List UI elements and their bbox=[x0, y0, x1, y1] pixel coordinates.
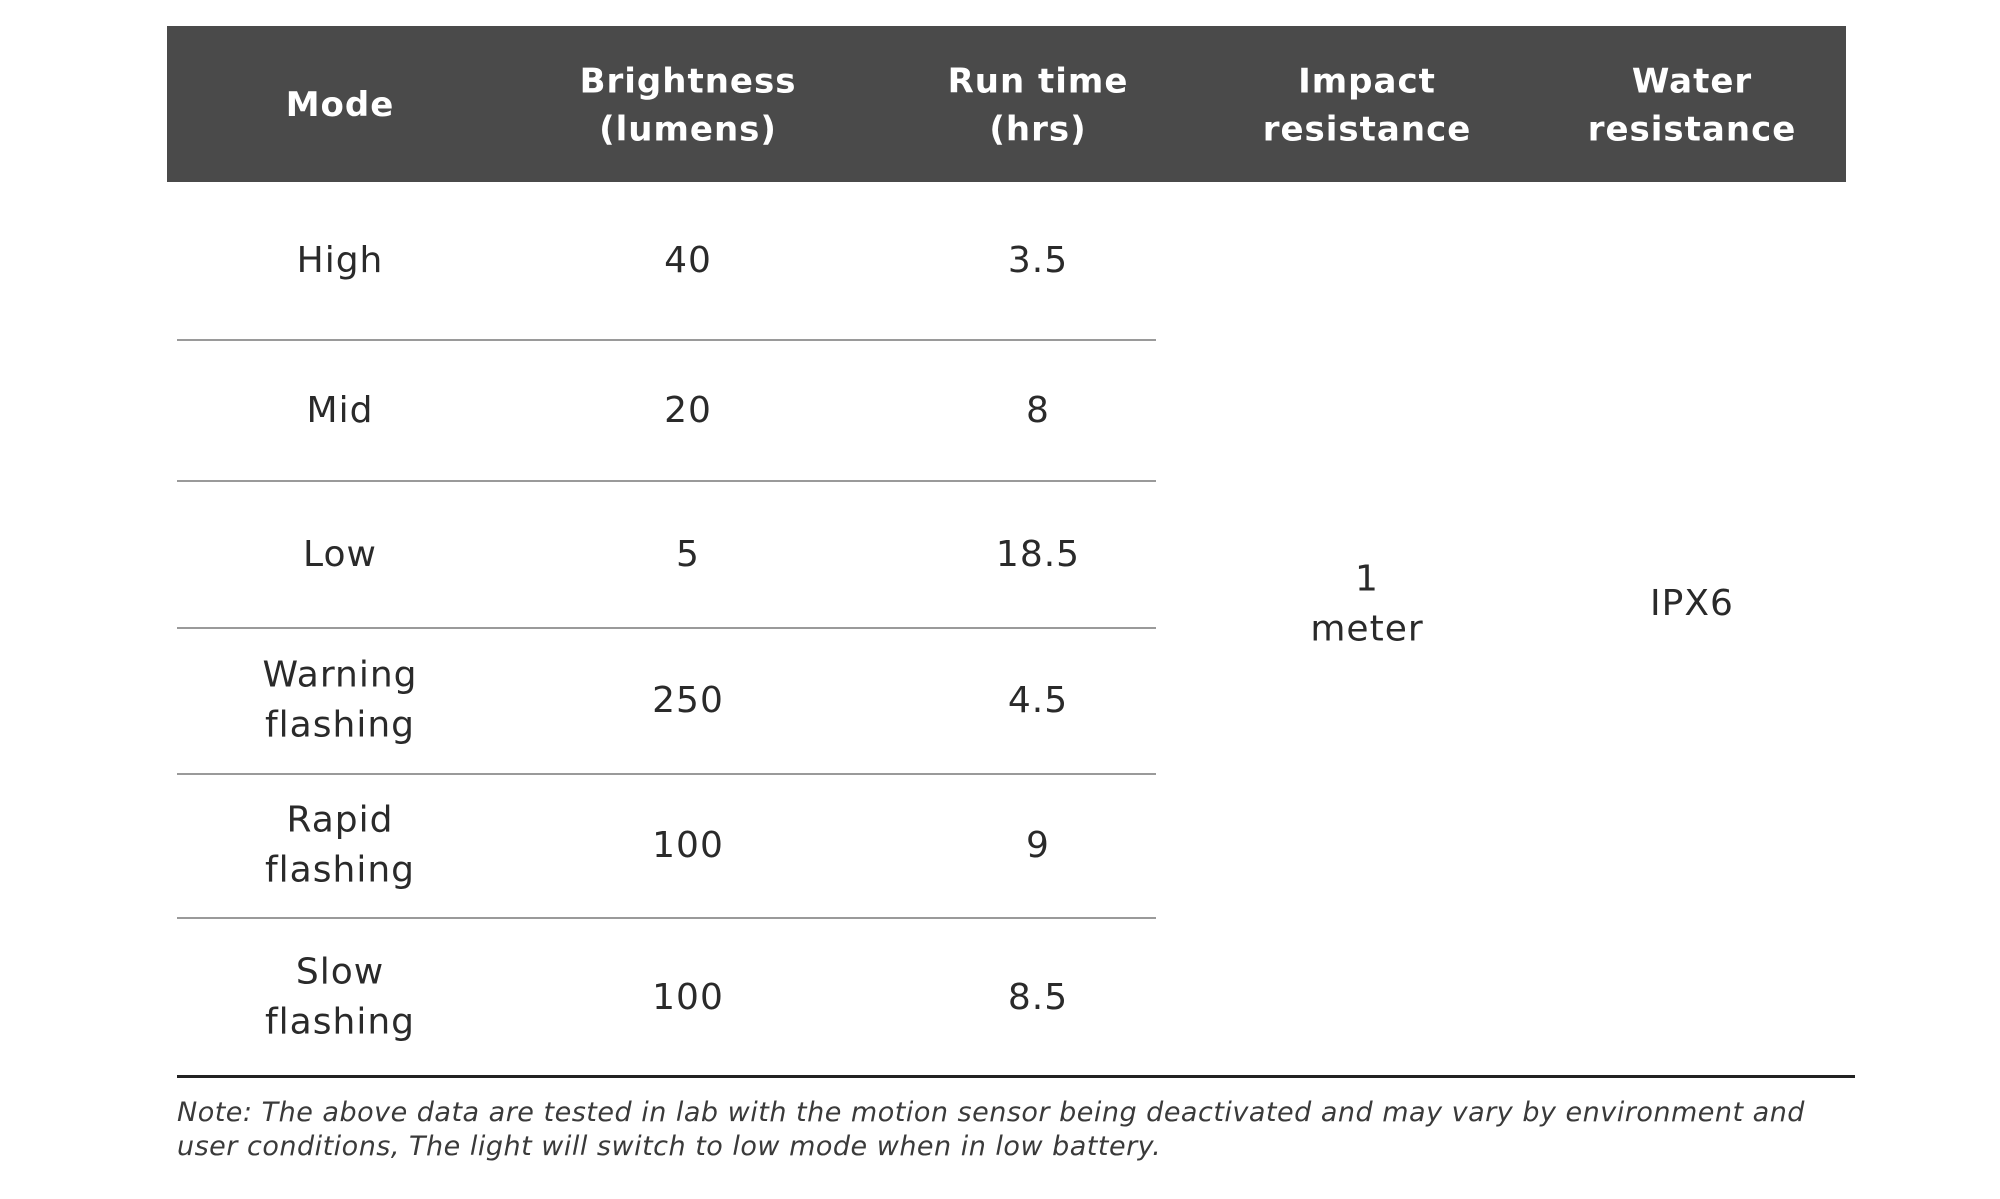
row-divider bbox=[177, 480, 1156, 482]
table-cell: Warning flashing bbox=[262, 654, 418, 746]
table-cell: 3.5 bbox=[1007, 239, 1069, 281]
table-cell: High bbox=[296, 239, 384, 281]
row-divider bbox=[177, 339, 1156, 341]
footnote: Note: The above data are tested in lab w… bbox=[177, 1097, 1805, 1162]
table-cell: 40 bbox=[664, 239, 712, 281]
header-cell: Impact resistance bbox=[1262, 61, 1472, 149]
table-cell: Slow flashing bbox=[265, 951, 415, 1043]
table-cell: 8 bbox=[1026, 389, 1050, 431]
table-cell: Rapid flashing bbox=[265, 799, 415, 891]
table-cell: Low bbox=[303, 533, 377, 575]
table-cell: 18.5 bbox=[995, 533, 1081, 575]
header-cell: Mode bbox=[285, 85, 395, 126]
merged-cell: 1 meter bbox=[1310, 558, 1424, 650]
row-divider bbox=[177, 627, 1156, 629]
row-divider bbox=[177, 917, 1156, 919]
header-cell: Water resistance bbox=[1587, 61, 1797, 149]
table-header bbox=[167, 26, 1846, 182]
table-cell: 9 bbox=[1026, 824, 1050, 866]
table-cell: 20 bbox=[664, 389, 712, 431]
table-cell: 100 bbox=[652, 824, 724, 866]
table-cell: 4.5 bbox=[1007, 679, 1069, 721]
table-bottom-rule bbox=[177, 1075, 1855, 1078]
table-cell: Mid bbox=[306, 389, 374, 431]
header-cell: Run time (hrs) bbox=[947, 61, 1129, 149]
table-cell: 8.5 bbox=[1007, 976, 1069, 1018]
header-cell: Brightness (lumens) bbox=[579, 61, 797, 149]
row-divider bbox=[177, 773, 1156, 775]
merged-cell: IPX6 bbox=[1650, 582, 1734, 624]
table-cell: 100 bbox=[652, 976, 724, 1018]
table-cell: 5 bbox=[676, 533, 700, 575]
table-cell: 250 bbox=[652, 679, 724, 721]
